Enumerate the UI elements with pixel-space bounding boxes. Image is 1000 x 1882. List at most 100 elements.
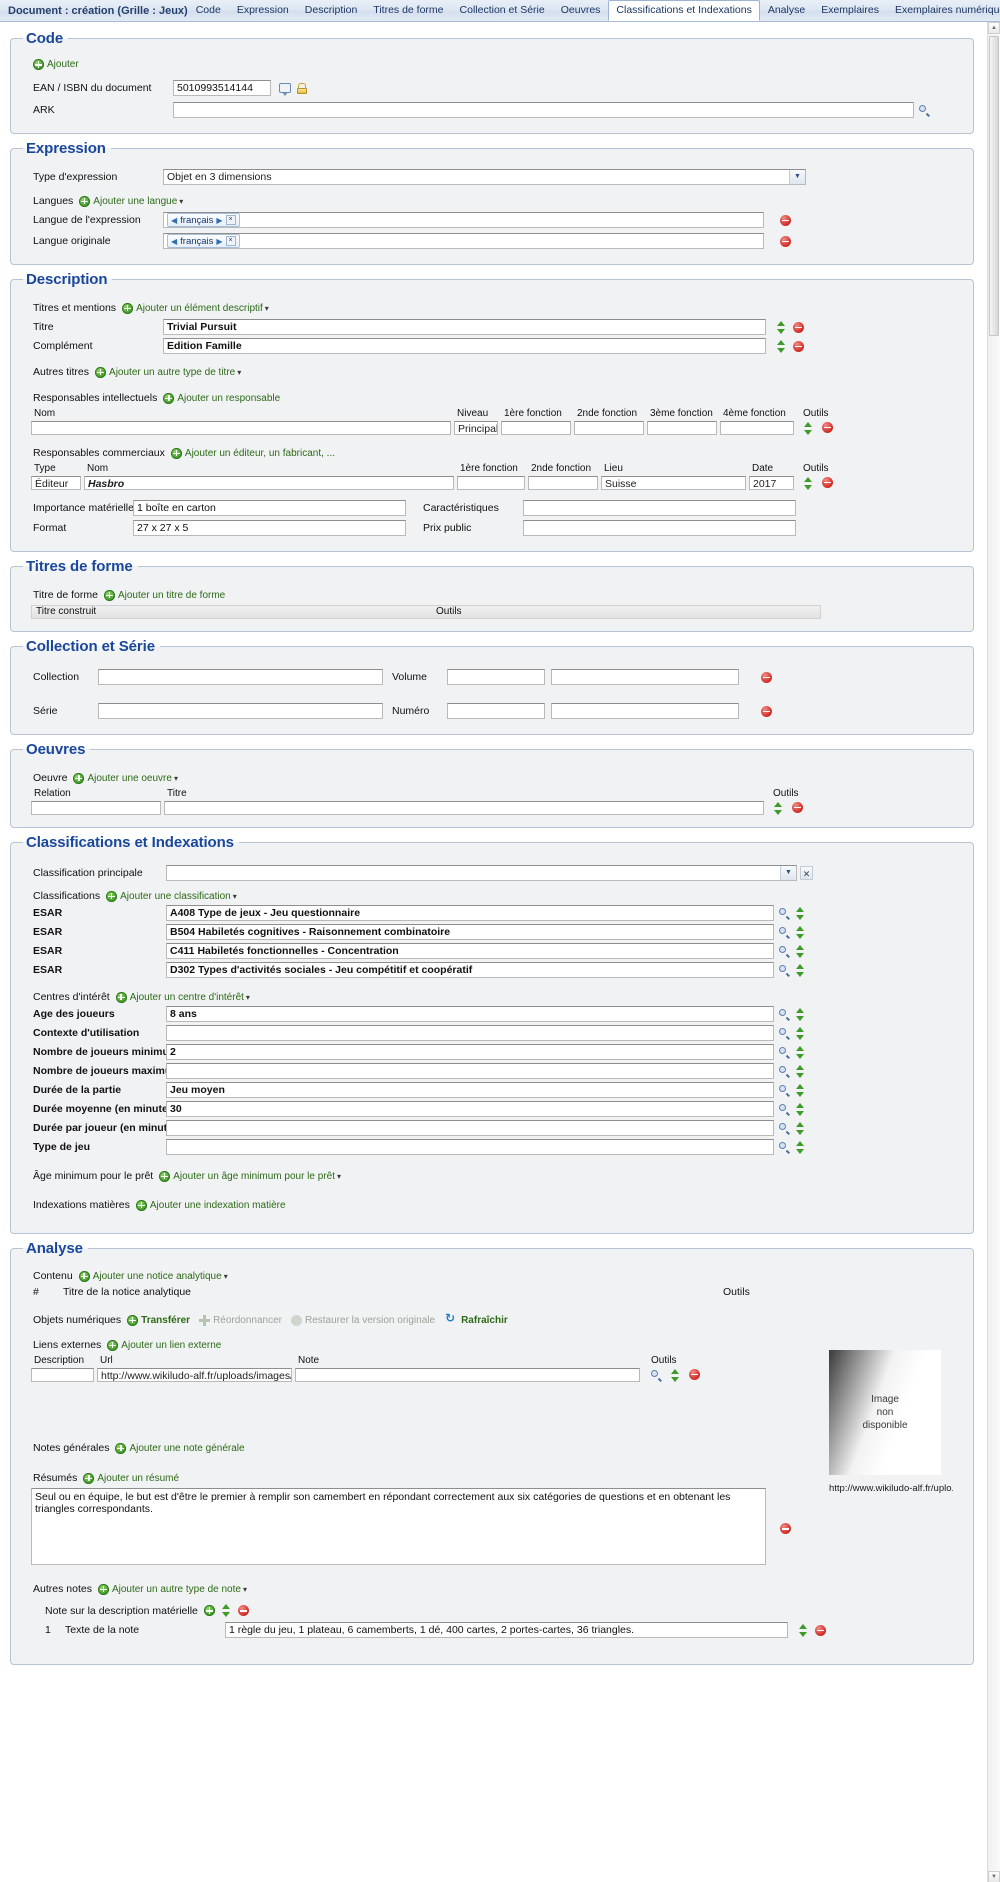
chevron-down-icon[interactable]: ▾ [264, 303, 269, 313]
reorder-icon[interactable] [670, 1368, 681, 1382]
texte-note-input[interactable] [225, 1622, 788, 1638]
chevron-down-icon[interactable]: ▾ [173, 773, 178, 783]
thumbnail-image[interactable]: Image non disponible [829, 1350, 941, 1475]
cell-3eme-fonction[interactable] [647, 421, 717, 435]
add-element-descriptif-link[interactable]: Ajouter un élément descriptif [136, 302, 263, 314]
remove-icon[interactable] [793, 340, 804, 352]
add-icon[interactable] [115, 991, 127, 1003]
add-icon[interactable] [78, 1270, 90, 1282]
add-editeur-link[interactable]: Ajouter un éditeur, un fabricant, ... [184, 447, 335, 459]
importance-materielle-input[interactable] [133, 500, 406, 516]
caracteristiques-input[interactable] [523, 500, 796, 516]
chevron-down-icon[interactable]: ▾ [242, 1584, 247, 1594]
add-icon[interactable] [95, 366, 107, 378]
chevron-left-icon[interactable]: ◀ [171, 236, 178, 246]
reorder-icon[interactable] [803, 421, 814, 435]
cell-4eme-fonction[interactable] [720, 421, 794, 435]
add-notice-analytique-link[interactable]: Ajouter une notice analytique [92, 1270, 222, 1282]
search-icon[interactable] [779, 1141, 790, 1153]
complement-input[interactable] [163, 338, 766, 354]
cell-date[interactable]: 2017 [749, 476, 794, 490]
add-lien-externe-link[interactable]: Ajouter un lien externe [121, 1339, 222, 1351]
scroll-up-icon[interactable]: ▲ [988, 22, 1000, 34]
numero-input[interactable] [447, 703, 545, 719]
centre-input[interactable] [166, 1025, 774, 1041]
add-icon[interactable] [97, 1583, 109, 1595]
add-icon[interactable] [79, 195, 91, 207]
add-classification-link[interactable]: Ajouter une classification [120, 890, 231, 902]
tab-titres-de-forme[interactable]: Titres de forme [373, 4, 444, 16]
search-icon[interactable] [919, 104, 930, 116]
cell-lieu[interactable]: Suisse [601, 476, 746, 490]
tab-code[interactable]: Code [195, 4, 221, 16]
chevron-down-icon[interactable]: ▾ [336, 1171, 341, 1181]
ean-input[interactable] [173, 80, 271, 96]
add-icon[interactable] [115, 1442, 127, 1454]
remove-icon[interactable] [821, 476, 833, 488]
remove-chip-icon[interactable]: × [225, 236, 236, 246]
remove-icon[interactable] [791, 801, 803, 813]
search-icon[interactable] [779, 1122, 790, 1134]
centre-input[interactable] [166, 1006, 774, 1022]
reorder-icon[interactable] [795, 963, 806, 977]
remove-icon[interactable] [761, 671, 772, 683]
reorder-icon[interactable] [795, 1083, 806, 1097]
cell-2nde-fonction[interactable] [574, 421, 644, 435]
add-icon[interactable] [122, 302, 134, 314]
cell-1ere-fonction[interactable] [501, 421, 571, 435]
tab-exemplaires-numeriques[interactable]: Exemplaires numériques [894, 4, 1000, 16]
add-oeuvre-link[interactable]: Ajouter une oeuvre [87, 772, 172, 784]
code-add-link[interactable]: Ajouter [47, 59, 79, 70]
reorder-icon[interactable] [795, 1121, 806, 1135]
remove-icon[interactable] [793, 321, 804, 333]
chevron-right-icon[interactable]: ▶ [216, 215, 223, 225]
remove-icon[interactable] [821, 421, 833, 433]
cell-note[interactable] [295, 1368, 640, 1382]
classification-input[interactable] [166, 924, 774, 940]
cell-description[interactable] [31, 1368, 94, 1382]
search-icon[interactable] [779, 907, 790, 919]
add-titre-de-forme-link[interactable]: Ajouter un titre de forme [117, 589, 226, 601]
centre-input[interactable] [166, 1063, 774, 1079]
search-icon[interactable] [779, 1027, 790, 1039]
remove-icon[interactable] [815, 1624, 826, 1636]
ark-input[interactable] [173, 102, 914, 118]
centre-input[interactable] [166, 1139, 774, 1155]
chevron-down-icon[interactable]: ▾ [245, 992, 250, 1002]
add-icon[interactable] [106, 890, 118, 902]
search-icon[interactable] [779, 1065, 790, 1077]
remove-icon[interactable] [780, 214, 791, 226]
reorder-icon[interactable] [795, 1007, 806, 1021]
prix-public-input[interactable] [523, 520, 796, 536]
reorder-icon[interactable] [798, 1623, 809, 1637]
cell-url[interactable]: http://www.wikiludo-alf.fr/uploads/image… [97, 1368, 292, 1382]
cell-type[interactable]: Éditeur [31, 476, 81, 490]
add-resume-link[interactable]: Ajouter un résumé [97, 1472, 180, 1484]
chevron-down-icon[interactable]: ▾ [223, 1271, 228, 1281]
volume-extra-input[interactable] [551, 669, 739, 685]
cell-nom[interactable]: Hasbro [84, 476, 454, 490]
langue-chip[interactable]: ◀ français ▶ × [167, 234, 240, 248]
cell-relation[interactable] [31, 801, 161, 815]
cell-2nde-fonction[interactable] [528, 476, 598, 490]
remove-icon[interactable] [761, 705, 772, 717]
scroll-down-icon[interactable]: ▼ [988, 1871, 1000, 1882]
add-icon[interactable] [33, 59, 44, 70]
tab-analyse[interactable]: Analyse [767, 4, 806, 16]
cell-niveau[interactable]: Principal [454, 421, 498, 435]
chevron-down-icon[interactable]: ▾ [179, 196, 184, 206]
add-note-generale-link[interactable]: Ajouter une note générale [129, 1442, 245, 1454]
chevron-down-icon[interactable]: ▾ [232, 891, 237, 901]
tab-exemplaires[interactable]: Exemplaires [821, 4, 879, 16]
clear-icon[interactable]: ✕ [800, 866, 813, 880]
chevron-down-icon[interactable]: ▼ [789, 170, 805, 184]
add-centre-interet-link[interactable]: Ajouter un centre d'intérêt [129, 991, 244, 1003]
reorder-icon[interactable] [776, 320, 787, 334]
search-icon[interactable] [779, 1103, 790, 1115]
reorder-icon[interactable] [795, 1140, 806, 1154]
remove-icon[interactable] [780, 235, 791, 247]
search-icon[interactable] [779, 1046, 790, 1058]
add-icon[interactable] [127, 1314, 139, 1326]
langue-chip[interactable]: ◀ français ▶ × [167, 213, 240, 227]
remove-icon[interactable] [688, 1368, 700, 1380]
